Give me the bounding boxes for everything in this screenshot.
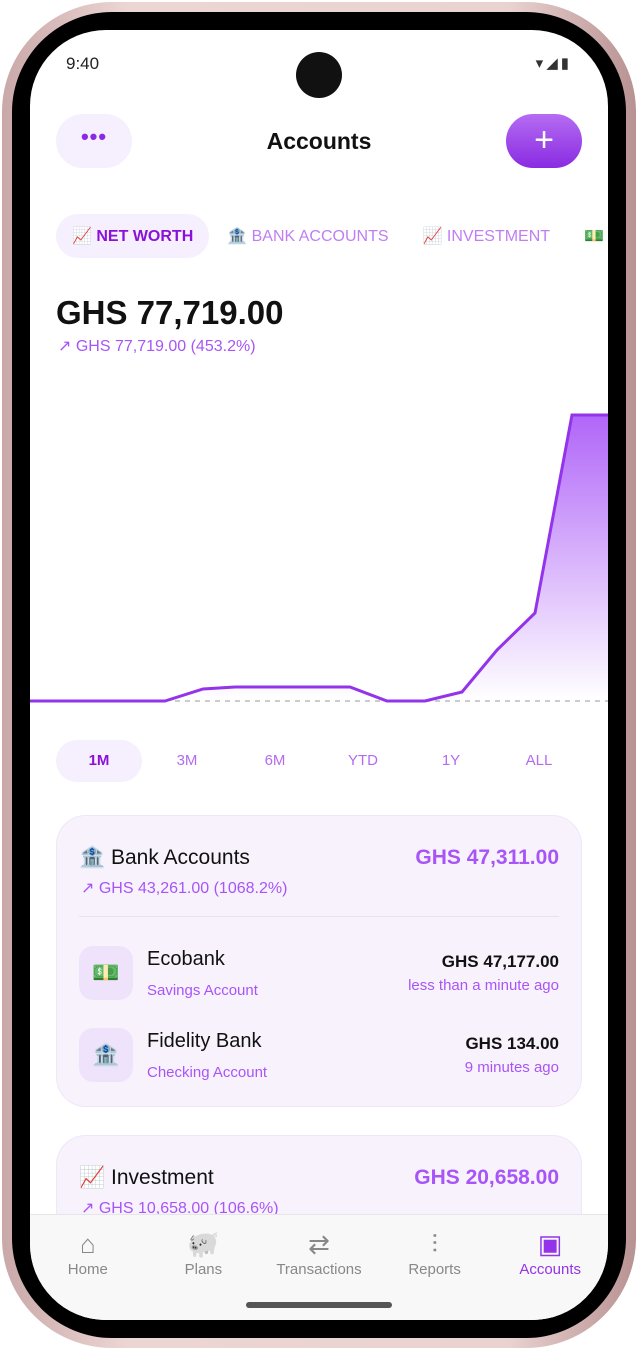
money-icon: 💵 bbox=[79, 946, 133, 1000]
card-change: ↗ GHS 43,261.00 (1068.2%) bbox=[81, 878, 287, 898]
transactions-icon: ⇄ bbox=[308, 1229, 330, 1259]
nav-reports[interactable]: ⫶ Reports bbox=[380, 1215, 490, 1320]
money-icon: 💵 bbox=[584, 228, 604, 245]
account-row-ecobank[interactable]: 💵 Ecobank Savings Account GHS 47,177.00 … bbox=[79, 946, 559, 1006]
account-type: Savings Account bbox=[147, 982, 258, 999]
card-change: ↗ GHS 10,658.00 (106.6%) bbox=[81, 1198, 279, 1218]
tab-label: NET WORTH bbox=[96, 228, 194, 245]
tab-cash[interactable]: 💵 bbox=[568, 214, 608, 258]
screen: 9:40 ▾◢▮ ••• Accounts + 📈 NET WORTH 🏦 BAN… bbox=[30, 30, 608, 1320]
card-title: 📈 Investment bbox=[79, 1166, 214, 1190]
range-all[interactable]: ALL bbox=[525, 752, 553, 769]
account-row-fidelity[interactable]: 🏦 Fidelity Bank Checking Account GHS 134… bbox=[79, 1028, 559, 1088]
arrow-up-right-icon: ↗ bbox=[81, 1200, 95, 1217]
nav-accounts[interactable]: ▣ Accounts bbox=[495, 1215, 605, 1320]
status-icons: ▾◢▮ bbox=[535, 55, 572, 72]
add-account-button[interactable]: + bbox=[506, 114, 582, 168]
range-3m[interactable]: 3M bbox=[176, 752, 198, 769]
reports-icon: ⫶ bbox=[431, 1229, 438, 1259]
page-title: Accounts bbox=[266, 128, 372, 154]
nav-label: Reports bbox=[408, 1261, 461, 1278]
time-range-selector: 1M 3M 6M YTD 1Y ALL bbox=[56, 740, 582, 782]
account-updated: 9 minutes ago bbox=[464, 1059, 559, 1076]
piggy-bank-icon: 🐖 bbox=[187, 1229, 220, 1259]
account-updated: less than a minute ago bbox=[408, 977, 559, 994]
more-button[interactable]: ••• bbox=[56, 114, 132, 168]
card-total: GHS 47,311.00 bbox=[415, 846, 559, 869]
bank-icon: 🏦 bbox=[227, 228, 248, 245]
bank-icon: 🏦 bbox=[79, 846, 106, 869]
tab-label: BANK ACCOUNTS bbox=[251, 228, 389, 245]
nav-label: Transactions bbox=[276, 1261, 362, 1278]
tab-label: INVESTMENT bbox=[446, 228, 551, 245]
account-type-tabs: 📈 NET WORTH 🏦 BANK ACCOUNTS 📈 INVESTMENT 💵 bbox=[56, 214, 608, 258]
tab-investment[interactable]: 📈 INVESTMENT bbox=[407, 214, 567, 258]
range-ytd[interactable]: YTD bbox=[348, 752, 378, 769]
camera-cutout bbox=[296, 52, 342, 98]
nav-plans[interactable]: 🐖 Plans bbox=[148, 1215, 258, 1320]
bank-icon: 🏦 bbox=[79, 1028, 133, 1082]
tab-bank-accounts[interactable]: 🏦 BANK ACCOUNTS bbox=[211, 214, 404, 258]
tab-net-worth[interactable]: 📈 NET WORTH bbox=[56, 214, 210, 258]
card-title: 🏦 Bank Accounts bbox=[79, 846, 250, 870]
range-6m[interactable]: 6M bbox=[264, 752, 286, 769]
chart-up-icon: 📈 bbox=[72, 228, 92, 245]
account-balance: GHS 134.00 bbox=[465, 1034, 559, 1053]
account-name: Ecobank bbox=[147, 948, 225, 970]
nav-label: Accounts bbox=[519, 1261, 582, 1278]
chart-up-icon: 📈 bbox=[79, 1166, 106, 1189]
chart-line bbox=[30, 413, 608, 703]
range-1y[interactable]: 1Y bbox=[441, 752, 461, 769]
home-icon: ⌂ bbox=[79, 1229, 96, 1259]
status-time: 9:40 bbox=[66, 54, 100, 73]
bank-accounts-card[interactable]: 🏦 Bank Accounts GHS 47,311.00 ↗ GHS 43,2… bbox=[56, 815, 582, 1107]
nav-home[interactable]: ⌂ Home bbox=[33, 1215, 143, 1320]
title-text: Investment bbox=[111, 1166, 214, 1189]
change-text: GHS 10,658.00 (106.6%) bbox=[98, 1200, 279, 1217]
net-worth-chart bbox=[30, 413, 608, 703]
change-text: GHS 43,261.00 (1068.2%) bbox=[98, 880, 288, 897]
chart-area bbox=[30, 415, 608, 701]
arrow-up-right-icon: ↗ bbox=[81, 880, 95, 897]
plus-icon: + bbox=[534, 121, 554, 159]
card-total: GHS 20,658.00 bbox=[414, 1166, 559, 1189]
arrow-up-right-icon: ↗ bbox=[58, 338, 72, 355]
nav-transactions[interactable]: ⇄ Transactions bbox=[264, 1215, 374, 1320]
range-1m[interactable]: 1M bbox=[56, 740, 142, 782]
net-worth-change: ↗ GHS 77,719.00 (453.2%) bbox=[58, 336, 256, 356]
nav-label: Home bbox=[67, 1261, 108, 1278]
change-text: GHS 77,719.00 (453.2%) bbox=[75, 338, 256, 355]
account-balance: GHS 47,177.00 bbox=[441, 952, 559, 971]
net-worth-value: GHS 77,719.00 bbox=[56, 294, 284, 331]
account-type: Checking Account bbox=[147, 1064, 268, 1081]
nav-label: Plans bbox=[184, 1261, 223, 1278]
divider bbox=[79, 916, 559, 917]
chart-up-icon: 📈 bbox=[422, 228, 443, 245]
home-indicator[interactable] bbox=[246, 1302, 392, 1308]
accounts-icon: ▣ bbox=[537, 1229, 563, 1259]
account-name: Fidelity Bank bbox=[147, 1030, 262, 1052]
title-text: Bank Accounts bbox=[111, 846, 250, 869]
more-horizontal-icon: ••• bbox=[80, 124, 108, 149]
